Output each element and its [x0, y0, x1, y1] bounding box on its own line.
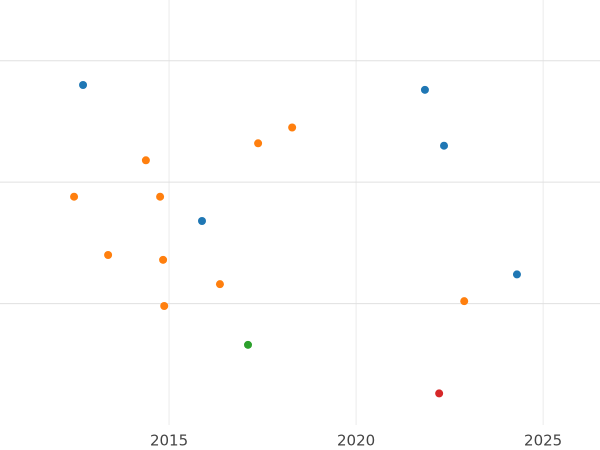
point [197, 217, 206, 225]
point [254, 139, 263, 148]
point [244, 340, 253, 349]
x-tick-label: 2015 [150, 432, 188, 450]
point [440, 141, 449, 150]
point [460, 297, 469, 306]
point [156, 192, 165, 201]
point [288, 123, 297, 132]
x-tick-label: 2020 [337, 432, 375, 450]
point [215, 280, 224, 289]
point [79, 81, 88, 89]
point [420, 85, 429, 94]
x-tick-label: 2025 [524, 432, 562, 450]
point [435, 389, 444, 398]
point [70, 192, 79, 201]
point [159, 255, 168, 264]
point [160, 302, 169, 310]
point [104, 251, 113, 259]
point [512, 270, 521, 279]
point [141, 156, 150, 165]
